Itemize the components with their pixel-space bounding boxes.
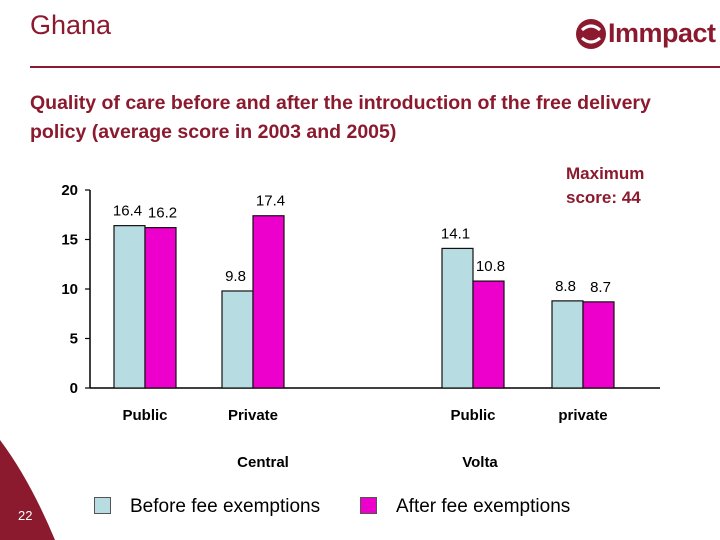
data-label: 14.1	[441, 225, 470, 242]
max-score-note-line1: Maximum	[566, 164, 645, 183]
logo-text: Immpact	[608, 18, 716, 48]
y-tick-label: 0	[70, 380, 78, 397]
y-tick-label: 10	[61, 281, 78, 298]
bar-after-2	[472, 280, 505, 389]
max-score-note-line2: score: 44	[566, 188, 641, 207]
page-number: 22	[18, 508, 33, 523]
y-tick-label: 5	[70, 331, 78, 348]
title-divider	[30, 66, 720, 68]
x-category-label: Public	[122, 407, 167, 424]
legend-swatch-after	[360, 497, 377, 514]
slide-title: Ghana	[30, 10, 112, 40]
data-label: 16.2	[148, 205, 177, 222]
x-category-label: Public	[450, 407, 495, 424]
immpact-logo	[576, 19, 606, 49]
data-label: 17.4	[256, 193, 285, 210]
slide-subtitle: Quality of care before and after the int…	[30, 92, 651, 143]
max-score-note: Maximum score: 44	[566, 162, 644, 210]
bar-before-2	[441, 247, 474, 389]
x-category-label: Private	[228, 407, 278, 424]
corner-decoration	[0, 440, 55, 540]
x-group-label: Volta	[462, 454, 498, 471]
bar-after-0	[144, 227, 177, 389]
bar-before-3	[551, 300, 584, 389]
x-group-label: Central	[237, 454, 289, 471]
legend-swatch-before	[94, 497, 111, 514]
data-label: 16.4	[113, 203, 142, 220]
y-tick-label: 15	[61, 232, 78, 249]
data-label: 9.8	[225, 268, 246, 285]
legend-label-before: Before fee exemptions	[130, 496, 321, 517]
bar-after-3	[582, 301, 615, 389]
y-tick-label: 20	[61, 182, 78, 199]
data-label: 8.8	[555, 278, 576, 295]
data-label: 8.7	[590, 279, 611, 296]
bar-before-1	[221, 290, 254, 389]
bar-before-0	[113, 225, 146, 389]
bar-after-1	[252, 215, 285, 389]
legend-label-after: After fee exemptions	[396, 496, 571, 517]
logo-mark-icon	[576, 19, 606, 49]
x-category-label: private	[558, 407, 607, 424]
data-label: 10.8	[476, 258, 505, 275]
